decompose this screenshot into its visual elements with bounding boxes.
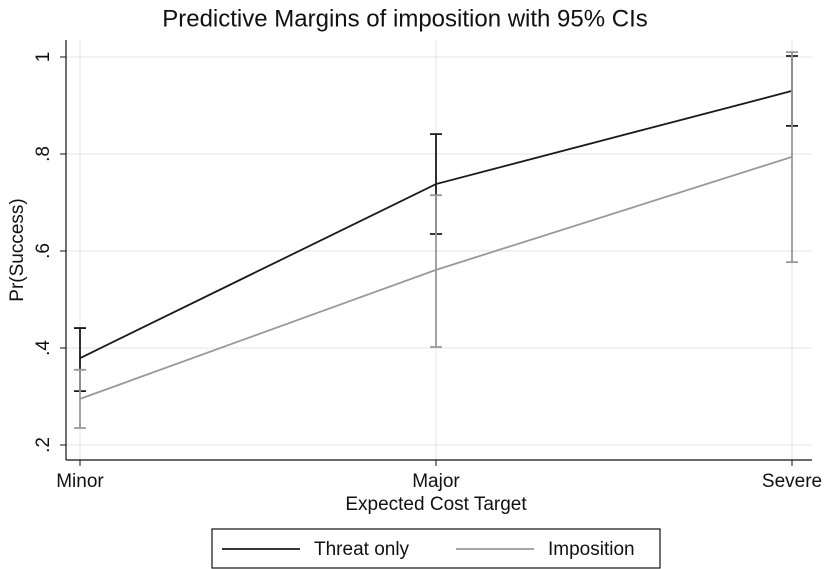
x-tick-label: Minor [56, 471, 104, 492]
series-line [79, 90, 793, 359]
y-tick-label: .4 [33, 340, 54, 356]
y-tick-label: .6 [33, 243, 54, 259]
legend-label: Threat only [314, 539, 410, 560]
legend-label: Imposition [548, 539, 635, 560]
error-bar [430, 194, 442, 348]
y-tick-label: .2 [33, 437, 54, 453]
y-tick-label: .8 [33, 146, 54, 162]
chart-title: Predictive Margins of imposition with 95… [162, 5, 648, 32]
y-tick-label: 1 [33, 52, 54, 63]
legend-box [211, 528, 661, 569]
x-tick-label: Major [412, 471, 460, 492]
y-axis-label: Pr(Success) [7, 198, 28, 301]
x-tick-label: Severe [762, 471, 822, 492]
error-bar [74, 368, 86, 429]
x-axis-label: Expected Cost Target [345, 494, 527, 515]
series-line [79, 156, 793, 400]
